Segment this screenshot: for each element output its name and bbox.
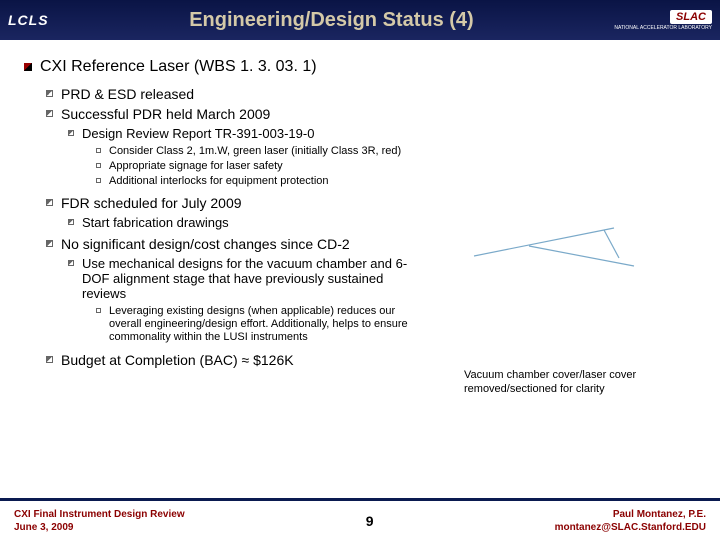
item-text: Consider Class 2, 1m.W, green laser (ini… xyxy=(109,145,401,158)
item-text: Design Review Report TR-391-003-19-0 xyxy=(82,126,314,141)
bullet-icon xyxy=(46,356,53,363)
footer-event: CXI Final Instrument Design Review xyxy=(14,508,185,521)
figure-caption: Vacuum chamber cover/laser cover removed… xyxy=(464,368,644,397)
footer-date: June 3, 2009 xyxy=(14,521,185,534)
list-item: Consider Class 2, 1m.W, green laser (ini… xyxy=(96,145,424,158)
bullet-icon xyxy=(46,110,53,117)
bullet-icon xyxy=(68,219,74,225)
bullet-icon xyxy=(96,163,101,168)
bullet-icon xyxy=(46,90,53,97)
bullet-icon xyxy=(96,148,101,153)
list-item: Design Review Report TR-391-003-19-0 xyxy=(68,126,424,141)
footer-right: Paul Montanez, P.E. montanez@SLAC.Stanfo… xyxy=(555,508,706,534)
bullet-icon xyxy=(96,308,101,313)
list-item: Additional interlocks for equipment prot… xyxy=(96,175,424,188)
list-item: Successful PDR held March 2009 xyxy=(46,106,424,122)
slide-title: Engineering/Design Status (4) xyxy=(49,9,615,32)
item-text: No significant design/cost changes since… xyxy=(61,236,350,252)
line-diagram xyxy=(464,208,664,328)
item-text: PRD & ESD released xyxy=(61,86,194,102)
list-item: CXI Reference Laser (WBS 1. 3. 03. 1) xyxy=(24,58,424,76)
bullet-column: CXI Reference Laser (WBS 1. 3. 03. 1) PR… xyxy=(24,58,424,372)
list-item: Leveraging existing designs (when applic… xyxy=(96,305,424,345)
item-text: Appropriate signage for laser safety xyxy=(109,160,283,173)
item-text: FDR scheduled for July 2009 xyxy=(61,195,242,211)
item-text: Additional interlocks for equipment prot… xyxy=(109,175,329,188)
page-number: 9 xyxy=(366,513,374,529)
header-bar: LCLS Engineering/Design Status (4) SLAC … xyxy=(0,0,720,40)
bullet-icon xyxy=(46,199,53,206)
list-item: Appropriate signage for laser safety xyxy=(96,160,424,173)
list-item: Start fabrication drawings xyxy=(68,215,424,230)
content-area: CXI Reference Laser (WBS 1. 3. 03. 1) PR… xyxy=(0,40,720,372)
list-item: Budget at Completion (BAC) ≈ $126K xyxy=(46,352,424,368)
bullet-icon xyxy=(68,130,74,136)
list-item: FDR scheduled for July 2009 xyxy=(46,195,424,211)
logo-slac-text: SLAC xyxy=(670,10,712,24)
bullet-icon xyxy=(68,260,74,266)
bullet-icon xyxy=(24,63,32,71)
logo-lcls: LCLS xyxy=(8,12,49,28)
footer-email: montanez@SLAC.Stanford.EDU xyxy=(555,521,706,534)
figure-column: Vacuum chamber cover/laser cover removed… xyxy=(424,58,696,372)
footer-bar: CXI Final Instrument Design Review June … xyxy=(0,498,720,540)
bullet-icon xyxy=(96,178,101,183)
item-text: CXI Reference Laser (WBS 1. 3. 03. 1) xyxy=(40,58,317,76)
item-text: Start fabrication drawings xyxy=(82,215,229,230)
item-text: Use mechanical designs for the vacuum ch… xyxy=(82,256,424,301)
item-text: Successful PDR held March 2009 xyxy=(61,106,270,122)
bullet-icon xyxy=(46,240,53,247)
list-item: Use mechanical designs for the vacuum ch… xyxy=(68,256,424,301)
item-text: Leveraging existing designs (when applic… xyxy=(109,305,424,345)
footer-left: CXI Final Instrument Design Review June … xyxy=(14,508,185,534)
list-item: PRD & ESD released xyxy=(46,86,424,102)
logo-slac: SLAC NATIONAL ACCELERATOR LABORATORY xyxy=(614,10,712,31)
footer-author: Paul Montanez, P.E. xyxy=(555,508,706,521)
item-text: Budget at Completion (BAC) ≈ $126K xyxy=(61,352,294,368)
logo-slac-subtext: NATIONAL ACCELERATOR LABORATORY xyxy=(614,25,712,31)
list-item: No significant design/cost changes since… xyxy=(46,236,424,252)
